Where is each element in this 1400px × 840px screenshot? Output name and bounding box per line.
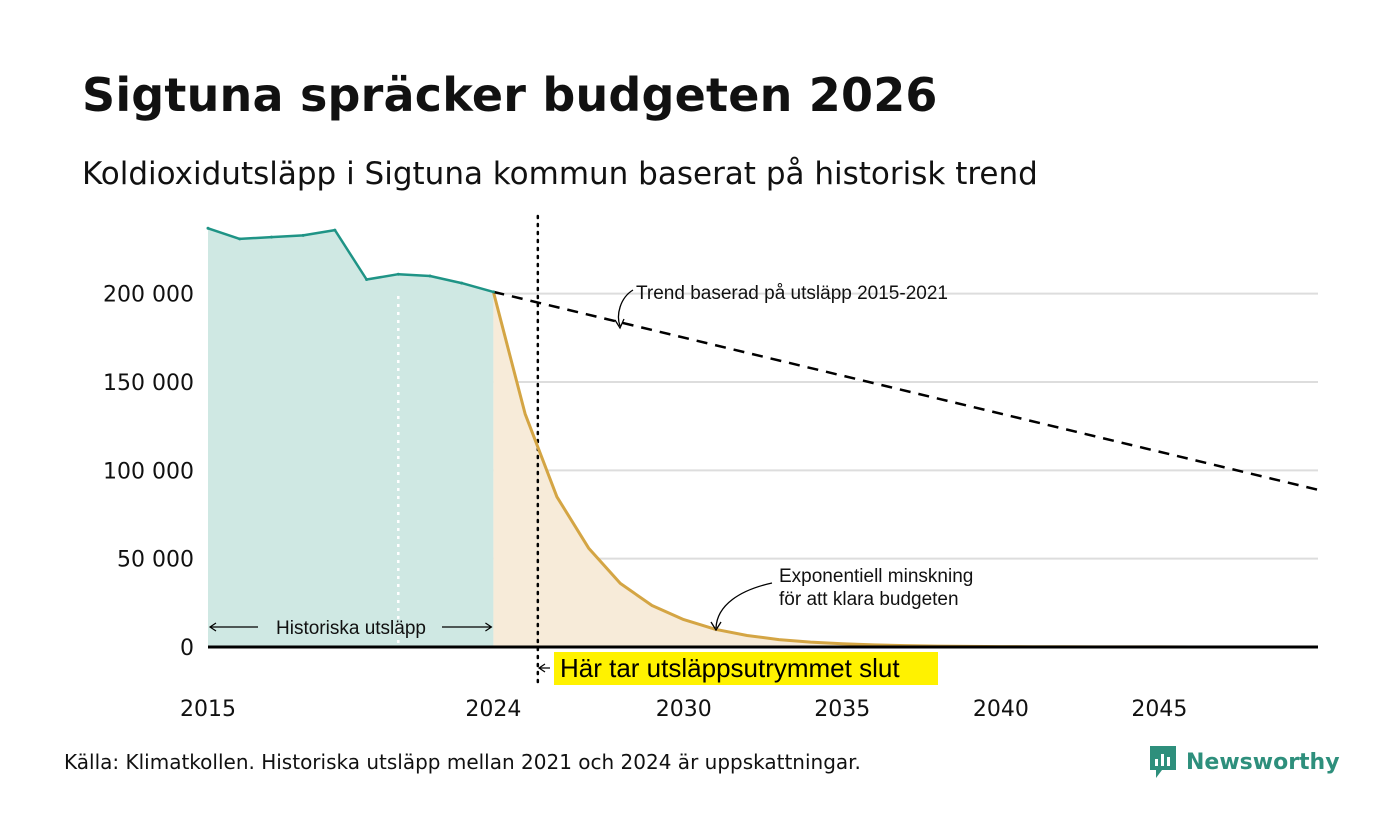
reduction-annotation: Exponentiell minskning för att klara budg… xyxy=(779,566,973,610)
x-tick-label: 2015 xyxy=(180,697,236,722)
reduction-annotation-arrowhead xyxy=(710,621,722,632)
y-tick-labels: 0 50 000 100 000 150 000 200 000 xyxy=(103,283,194,661)
reduction-annotation-line: för att klara budgeten xyxy=(779,589,959,610)
x-tick-label: 2035 xyxy=(814,697,870,722)
chart-subtitle: Koldioxidutsläpp i Sigtuna kommun basera… xyxy=(82,156,1038,192)
historical-point xyxy=(238,237,242,241)
x-tick-label: 2040 xyxy=(973,697,1029,722)
historical-area xyxy=(208,228,494,648)
y-tick-label: 100 000 xyxy=(103,459,194,484)
chart-title: Sigtuna spräcker budgeten 2026 xyxy=(82,68,938,122)
brand-name: Newsworthy xyxy=(1186,749,1340,775)
y-tick-label: 200 000 xyxy=(103,283,194,308)
x-tick-label: 2030 xyxy=(656,697,712,722)
trend-line xyxy=(493,290,1319,492)
x-tick-labels: 2015 2024 2030 2035 2040 2045 xyxy=(180,697,1187,722)
hist-range-left-head xyxy=(208,622,217,632)
brand-logo[interactable]: Newsworthy xyxy=(1148,744,1340,780)
historical-point xyxy=(460,281,464,285)
historical-point xyxy=(491,290,495,294)
historical-point xyxy=(206,226,210,230)
source-note: Källa: Klimatkollen. Historiska utsläpp … xyxy=(64,750,861,774)
trend-annotation-arrowhead xyxy=(614,318,625,330)
y-tick-label: 150 000 xyxy=(103,371,194,396)
budget-end-arrow xyxy=(537,663,550,673)
y-tick-label: 0 xyxy=(180,636,194,661)
trend-annotation-arrow xyxy=(617,289,634,327)
budget-end-label: Här tar utsläppsutrymmet slut xyxy=(560,653,900,683)
budget-end-highlight xyxy=(554,652,938,685)
emissions-chart: 0 50 000 100 000 150 000 200 000 2015 2024 203… xyxy=(103,214,1319,722)
hist-range-right-head xyxy=(485,622,493,632)
historical-point xyxy=(365,278,369,282)
historical-point xyxy=(396,272,400,276)
x-tick-label: 2045 xyxy=(1131,697,1187,722)
historical-point xyxy=(269,235,273,239)
series-lines xyxy=(206,226,1319,649)
annotations: Trend baserad på utsläpp 2015-2021 Expone… xyxy=(208,283,973,685)
x-tick-label: 2024 xyxy=(465,697,521,722)
y-tick-label: 50 000 xyxy=(117,548,194,573)
historical-line xyxy=(207,227,494,294)
hist-range-label: Historiska utsläpp xyxy=(276,618,426,639)
reduction-annotation-arrow xyxy=(715,582,773,629)
historical-point xyxy=(333,228,337,232)
reduction-area xyxy=(493,291,1318,647)
newsworthy-logo-icon xyxy=(1150,746,1176,778)
area-fills xyxy=(208,228,1318,648)
historical-point xyxy=(301,233,305,237)
trend-annotation: Trend baserad på utsläpp 2015-2021 xyxy=(636,283,948,304)
historical-point xyxy=(428,274,432,278)
reduction-annotation-line: Exponentiell minskning xyxy=(779,566,973,587)
